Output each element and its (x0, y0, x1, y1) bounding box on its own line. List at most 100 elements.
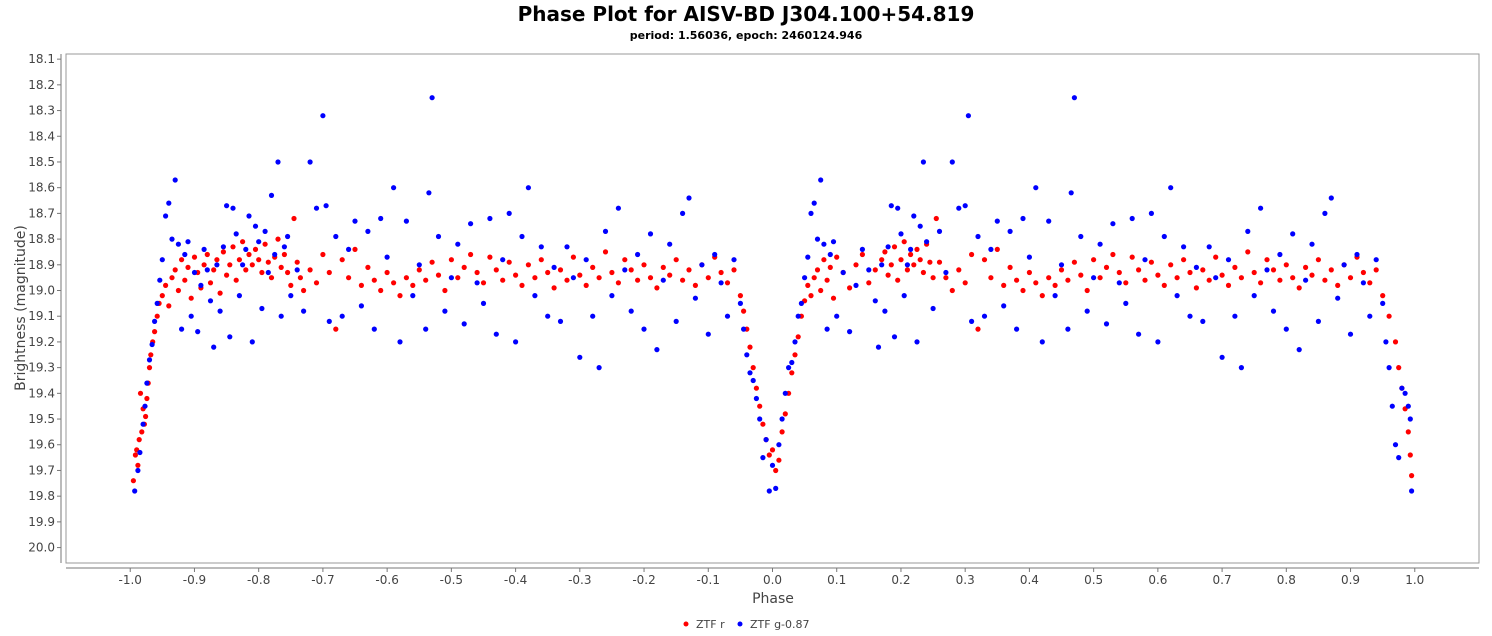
data-point-ztf-g (506, 210, 512, 216)
data-point-ztf-r (1155, 272, 1161, 278)
data-point-ztf-r (1052, 282, 1058, 288)
data-point-ztf-r (1181, 257, 1187, 263)
y-tick-label: 19.3 (28, 361, 55, 375)
x-tick-label: 0.0 (763, 573, 782, 587)
data-point-ztf-g (500, 257, 506, 263)
data-point-ztf-r (769, 447, 776, 453)
data-point-ztf-g (904, 262, 911, 268)
data-point-ztf-g (602, 228, 609, 234)
y-tick-label: 18.6 (28, 181, 55, 195)
data-point-ztf-g (1360, 280, 1366, 286)
data-point-ztf-r (641, 262, 647, 268)
data-point-ztf-r (1123, 280, 1129, 286)
data-point-ztf-r (291, 215, 297, 222)
data-point-ztf-g (808, 210, 814, 216)
data-point-ztf-g (1068, 190, 1074, 196)
data-point-ztf-g (789, 359, 795, 366)
data-point-ztf-g (352, 218, 358, 224)
data-point-ztf-g (1219, 354, 1225, 360)
data-point-ztf-r (1322, 277, 1328, 283)
data-point-ztf-r (1303, 264, 1309, 270)
y-tick-label: 19.2 (28, 335, 55, 349)
data-point-ztf-g (802, 275, 808, 281)
data-point-ztf-r (1129, 254, 1135, 260)
data-point-ztf-r (1245, 249, 1251, 255)
data-point-ztf-r (988, 275, 994, 281)
y-tick-label: 19.5 (28, 412, 55, 426)
x-tick-label: 0.2 (891, 573, 910, 587)
data-point-ztf-g (680, 210, 686, 216)
data-point-ztf-r (240, 239, 246, 245)
data-point-ztf-r (1014, 277, 1020, 283)
x-tick-label: 0.9 (1341, 573, 1360, 587)
data-point-ztf-g (272, 251, 278, 258)
data-point-ztf-g (132, 488, 138, 494)
data-point-ztf-g (538, 244, 544, 250)
x-tick-label: -0.4 (504, 573, 527, 587)
data-point-ztf-g (924, 239, 930, 245)
data-point-ztf-g (172, 177, 178, 183)
data-point-ztf-g (981, 313, 988, 319)
data-point-ztf-g (1407, 416, 1413, 422)
data-point-ztf-r (256, 257, 262, 263)
data-point-ztf-r (1084, 287, 1090, 294)
data-point-ztf-r (792, 352, 798, 358)
data-point-ztf-g (741, 326, 747, 332)
data-point-ztf-r (782, 411, 788, 417)
chart-subtitle: period: 1.56036, epoch: 2460124.946 (630, 29, 863, 42)
data-point-ztf-g (233, 231, 239, 237)
data-point-ztf-r (152, 329, 158, 335)
data-point-ztf-r (262, 241, 268, 247)
data-point-ztf-g (288, 293, 294, 299)
data-point-ztf-g (1354, 251, 1360, 258)
data-point-ztf-r (1033, 280, 1039, 286)
x-tick-label: 1.0 (1405, 573, 1424, 587)
y-tick-label: 18.9 (28, 258, 55, 272)
data-point-ztf-g (914, 339, 920, 345)
data-point-ztf-r (667, 272, 673, 278)
y-tick-label: 19.4 (28, 386, 55, 400)
data-point-ztf-g (744, 352, 750, 358)
data-point-ztf-g (204, 267, 210, 273)
data-point-ztf-r (1200, 267, 1206, 273)
data-point-ztf-r (339, 257, 345, 263)
data-point-ztf-r (1405, 429, 1411, 435)
data-point-ztf-r (724, 280, 731, 286)
data-point-ztf-g (146, 357, 153, 363)
data-point-ztf-r (371, 277, 377, 283)
data-point-ztf-g (230, 205, 236, 211)
data-point-ztf-r (1103, 264, 1110, 270)
data-point-ztf-g (943, 269, 949, 276)
data-point-ztf-r (564, 277, 570, 283)
data-point-ztf-r (442, 287, 448, 294)
data-point-ztf-r (1148, 259, 1154, 265)
data-point-ztf-r (252, 246, 259, 252)
data-point-ztf-g (185, 239, 191, 245)
data-point-ztf-g (712, 251, 718, 258)
data-point-ztf-g (885, 244, 891, 250)
data-point-ztf-r (789, 370, 795, 376)
data-point-ztf-g (557, 318, 564, 324)
data-point-ztf-g (750, 377, 756, 384)
data-point-ztf-r (635, 277, 641, 283)
data-point-ztf-r (1142, 277, 1148, 283)
data-point-ztf-r (847, 285, 853, 291)
data-point-ztf-g (243, 246, 249, 252)
data-point-ztf-r (429, 259, 435, 265)
data-point-ztf-g (265, 269, 271, 276)
data-point-ztf-r (660, 264, 666, 270)
data-point-ztf-r (1020, 287, 1026, 294)
data-point-ztf-g (1322, 210, 1328, 216)
data-point-ztf-r (1396, 365, 1402, 371)
data-point-ztf-g (705, 331, 711, 337)
data-point-ztf-r (1110, 251, 1116, 258)
data-point-ztf-g (1078, 233, 1084, 240)
data-point-ztf-r (236, 257, 242, 263)
data-point-ztf-g (214, 262, 220, 268)
data-point-ztf-g (1290, 231, 1296, 237)
data-point-ztf-r (705, 275, 711, 281)
data-point-ztf-g (766, 488, 772, 494)
data-point-ztf-r (590, 264, 596, 270)
data-point-ztf-g (1052, 293, 1058, 299)
data-point-ztf-g (660, 277, 666, 283)
